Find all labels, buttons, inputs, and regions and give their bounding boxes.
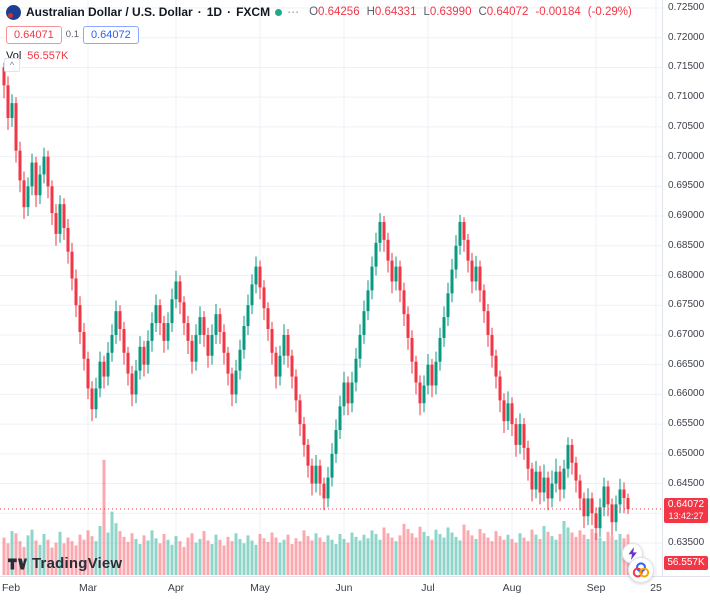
bar-countdown: 13:42:27 [668,510,704,521]
time-axis-label: May [250,582,270,594]
high-value: 0.64331 [374,6,417,18]
price-axis-label: 0.63500 [668,537,705,548]
tradingview-logo-icon [8,557,27,570]
time-axis-label: 25 [650,582,662,594]
open-label: O [309,6,319,18]
price-axis-label: 0.70500 [668,120,705,132]
low-value: 0.63990 [429,6,472,18]
tradingview-logo[interactable]: TradingView [8,555,122,572]
close-label: C [478,6,487,18]
price-axis-label: 0.71500 [668,61,705,73]
sell-button[interactable]: 0.64071 [6,26,62,44]
more-options-icon[interactable]: ⋯ [287,5,301,19]
broker-panel-button[interactable] [628,557,654,583]
volume-badge: 56.557K [664,556,708,570]
grid-layer [0,0,662,576]
last-price-value: 0.64072 [667,498,705,510]
price-axis-label: 0.67500 [668,299,705,311]
high-label: H [366,6,375,18]
price-axis[interactable]: 0.72500 0.72000 0.71500 0.71000 0.70500 0.700… [662,0,710,576]
candles-layer [2,62,630,541]
price-axis-label: 0.66500 [668,358,705,370]
change-value: -0.00184 [535,6,581,18]
time-axis-label: Aug [502,582,522,594]
ohlc-readout: O0.64256 H0.64331 L0.63990 C0.64072 -0.0… [309,6,632,18]
lightning-icon [628,547,637,560]
price-axis-label: 0.66000 [668,388,705,400]
candlestick-chart [0,0,662,576]
change-percent: (-0.29%) [587,6,632,18]
pane-collapse-button[interactable]: ^ [4,58,20,72]
low-label: L [423,6,430,18]
price-axis-label: 0.65500 [668,418,705,430]
buy-button[interactable]: 0.64072 [82,26,139,44]
time-axis[interactable]: Feb Mar Apr May Jun Jul Aug Sep 25 [0,576,710,600]
last-price-badge: 0.64072 13:42:27 [664,497,708,523]
price-axis-label: 0.67000 [668,328,705,340]
legend-separator: · [197,5,202,19]
time-axis-label: Apr [167,582,185,594]
tradingview-logo-text: TradingView [32,555,123,572]
price-axis-label: 0.72500 [668,2,705,13]
time-axis-label: Mar [78,582,98,594]
volume-value: 56.557K [27,50,69,62]
time-axis-label: Jul [421,582,435,594]
price-axis-label: 0.68000 [668,269,705,281]
exchange-label[interactable]: FXCM [236,5,271,19]
price-axis-label: 0.71000 [668,91,705,103]
symbol-title[interactable]: Australian Dollar / U.S. Dollar [26,5,193,19]
price-axis-label: 0.69500 [668,180,705,192]
legend-separator: · [227,5,232,19]
time-axis-label: Sep [586,582,606,594]
symbol-flag-icon [6,4,21,20]
volume-readout: Vol 56.557K [6,50,632,62]
price-axis-label: 0.68500 [668,239,705,251]
price-axis-label: 0.70000 [668,150,705,162]
close-value: 0.64072 [486,6,529,18]
volume-layer [2,459,630,575]
colored-rings-icon [632,562,650,578]
price-axis-label: 0.69000 [668,210,705,222]
chart-canvas[interactable]: Australian Dollar / U.S. Dollar · 1D · F… [0,0,662,576]
chart-legend: Australian Dollar / U.S. Dollar · 1D · F… [6,3,632,62]
price-axis-label: 0.72000 [668,31,705,43]
interval-button[interactable]: 1D [206,5,223,19]
price-axis-label: 0.64500 [668,477,705,489]
market-status-icon [275,8,283,16]
price-axis-label: 0.65000 [668,447,705,459]
time-axis-label: Feb [2,582,21,594]
open-value: 0.64256 [318,6,360,18]
spread-value: 0.1 [65,29,79,40]
time-axis-label: Jun [335,582,353,594]
